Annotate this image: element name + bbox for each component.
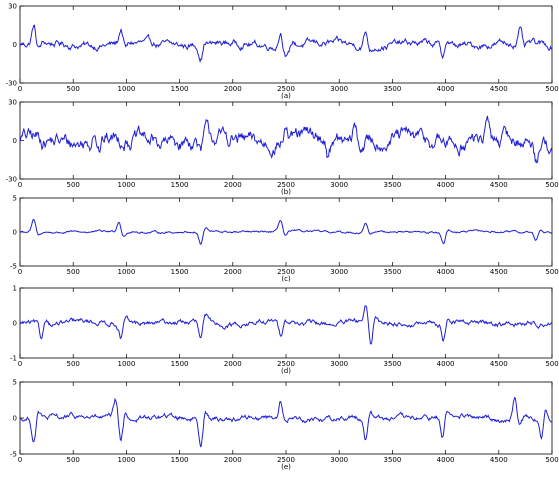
- panel-2-signal-line: [19, 115, 553, 164]
- panel-1-xtick-label: 2500: [277, 85, 295, 93]
- panel-5-signal-line: [19, 396, 553, 448]
- panel-4-ytick-label: 1: [13, 285, 17, 293]
- panel-5-xtick-label: 1000: [117, 456, 135, 464]
- panel-5-xtick-label: 500: [67, 456, 80, 464]
- panel-5-xtick-label: 500: [545, 456, 558, 464]
- panel-1-xtick-label: 3000: [330, 85, 348, 93]
- panel-4-xtick-label: 1000: [117, 360, 135, 368]
- panel-1-signal-line: [19, 24, 553, 64]
- panel-3-xtick-label: 2500: [277, 268, 295, 276]
- panel-1-xtick-label: 2000: [224, 85, 242, 93]
- panel-4-xtick-label: 0: [18, 360, 22, 368]
- panel-2-xtick-label: 0: [18, 181, 22, 189]
- panel-1-xtick-label: 4500: [490, 85, 508, 93]
- panel-1-label: (a): [281, 92, 291, 100]
- panel-1-frame: [19, 5, 553, 84]
- panel-1-xtick-label: 0: [18, 85, 22, 93]
- panel-3-xtick-label: 1000: [117, 268, 135, 276]
- panel-2-xtick-label: 3500: [383, 181, 401, 189]
- panel-5-ytick-label: 5: [13, 379, 17, 387]
- panel-4-xtick-label: 500: [67, 360, 80, 368]
- panel-3-xtick-label: 4500: [490, 268, 508, 276]
- panel-5-xtick-label: 1500: [171, 456, 189, 464]
- panel-3-xtick-label: 3500: [383, 268, 401, 276]
- panel-2-xtick-label: 1500: [171, 181, 189, 189]
- panel-2-xtick-label: 500: [67, 181, 80, 189]
- panel-5-label: (e): [281, 463, 291, 471]
- panel-4-ytick-label: -1: [10, 355, 17, 363]
- panel-4-xtick-label: 500: [545, 360, 558, 368]
- panel-5-ytick-label: 0: [13, 415, 17, 423]
- panel-3-xtick-label: 4000: [437, 268, 455, 276]
- panel-2-xtick-label: 500: [545, 181, 558, 189]
- panel-3-ytick-label: -5: [10, 263, 17, 271]
- panel-4-xtick-label: 3000: [330, 360, 348, 368]
- panel-2-ytick-label: 30: [8, 99, 17, 107]
- panel-1-ytick-label: 0: [13, 41, 17, 49]
- panel-1-xtick-label: 1000: [117, 85, 135, 93]
- panel-3-signal-line: [20, 218, 553, 245]
- panel-2-xtick-label: 2000: [224, 181, 242, 189]
- panel-3-ytick-label: 5: [13, 195, 17, 203]
- panel-3-xtick-label: 2000: [224, 268, 242, 276]
- panel-1-xtick-label: 3500: [383, 85, 401, 93]
- panel-4-xtick-label: 3500: [383, 360, 401, 368]
- panel-2-xtick-label: 1000: [117, 181, 135, 189]
- panel-1-xtick-label: 500: [545, 85, 558, 93]
- panel-3-ytick-label: 0: [13, 229, 17, 237]
- panel-4-ytick-label: 0: [13, 320, 17, 328]
- panel-5-xtick-label: 4000: [437, 456, 455, 464]
- panel-1-xtick-label: 1500: [171, 85, 189, 93]
- panel-2-xtick-label: 4000: [437, 181, 455, 189]
- panel-4-xtick-label: 4000: [437, 360, 455, 368]
- panel-4-xtick-label: 1500: [171, 360, 189, 368]
- panel-3-xtick-label: 0: [18, 268, 22, 276]
- panel-1-xtick-label: 500: [67, 85, 80, 93]
- panel-2-xtick-label: 3000: [330, 181, 348, 189]
- panel-1-ytick-label: -30: [6, 80, 17, 88]
- panel-2-xtick-label: 4500: [490, 181, 508, 189]
- panel-4-xtick-label: 2000: [224, 360, 242, 368]
- panel-1-xtick-label: 4000: [437, 85, 455, 93]
- panel-2-xtick-label: 2500: [277, 181, 295, 189]
- panel-4-frame: [19, 287, 553, 359]
- panel-4-xtick-label: 2500: [277, 360, 295, 368]
- panel-3-frame: [19, 197, 553, 267]
- panel-3-xtick-label: 3000: [330, 268, 348, 276]
- panel-5-frame: [19, 381, 553, 455]
- panel-1-ytick-label: 30: [8, 3, 17, 11]
- panel-5-xtick-label: 2000: [224, 456, 242, 464]
- panel-3-label: (c): [281, 275, 291, 283]
- panel-4-signal-line: [19, 305, 553, 345]
- panel-5-xtick-label: 3000: [330, 456, 348, 464]
- panel-4-xtick-label: 4500: [490, 360, 508, 368]
- panel-3-xtick-label: 500: [545, 268, 558, 276]
- panel-2-label: (b): [281, 188, 291, 196]
- panel-2-ytick-label: -30: [6, 176, 17, 184]
- panel-5-xtick-label: 2500: [277, 456, 295, 464]
- panel-4-label: (d): [281, 367, 291, 375]
- panel-5-xtick-label: 0: [18, 456, 22, 464]
- panel-5-ytick-label: -5: [10, 451, 17, 459]
- panel-5-xtick-label: 3500: [383, 456, 401, 464]
- panel-2-ytick-label: 0: [13, 137, 17, 145]
- panel-3-xtick-label: 500: [67, 268, 80, 276]
- panel-3-xtick-label: 1500: [171, 268, 189, 276]
- panel-2-frame: [19, 101, 553, 180]
- panel-5-xtick-label: 4500: [490, 456, 508, 464]
